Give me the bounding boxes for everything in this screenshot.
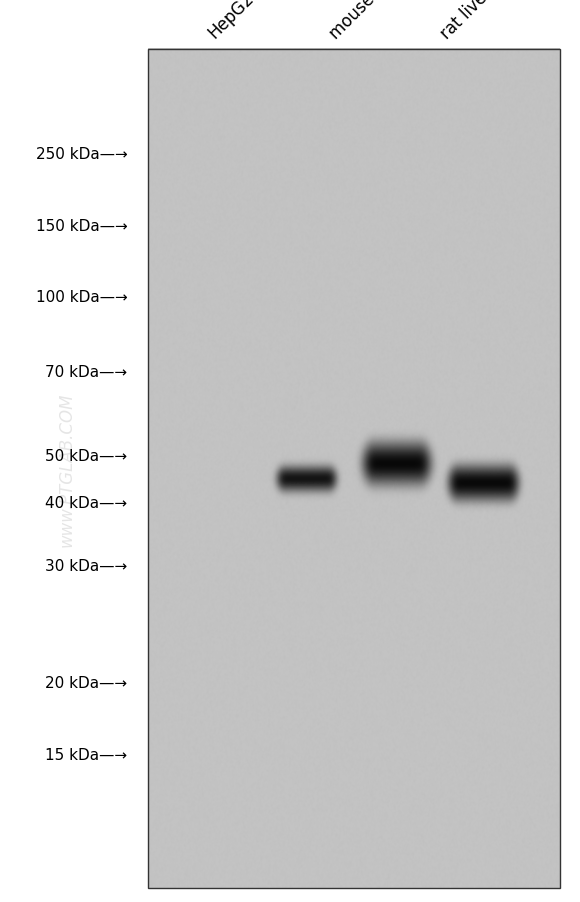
Text: 250 kDa—→: 250 kDa—→ [36,147,128,162]
Text: 30 kDa—→: 30 kDa—→ [45,558,128,573]
Text: rat liver: rat liver [437,0,495,42]
Text: mouse liver: mouse liver [327,0,408,42]
Bar [148,50,560,888]
Text: 15 kDa—→: 15 kDa—→ [45,747,128,762]
Text: HepG2: HepG2 [205,0,258,42]
Text: 20 kDa—→: 20 kDa—→ [45,676,128,690]
Text: www.PTGLAB.COM: www.PTGLAB.COM [57,391,76,547]
Text: 70 kDa—→: 70 kDa—→ [45,365,128,380]
Text: 40 kDa—→: 40 kDa—→ [45,495,128,511]
Text: 100 kDa—→: 100 kDa—→ [36,290,128,305]
Text: 150 kDa—→: 150 kDa—→ [36,218,128,234]
Text: 50 kDa—→: 50 kDa—→ [45,449,128,464]
